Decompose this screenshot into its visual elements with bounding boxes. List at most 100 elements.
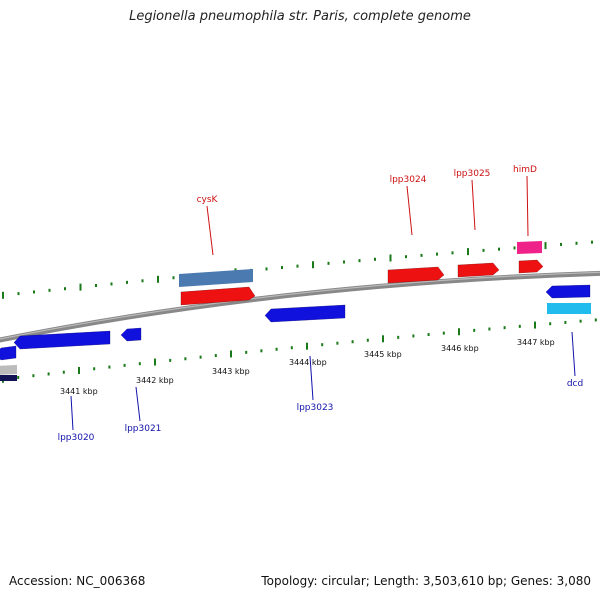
inner-tick [260,349,263,353]
gene-lpp3021 [120,327,142,342]
inner-tick [564,320,567,324]
inner-tick [594,318,597,322]
inner-tick [427,333,430,337]
outer-tick [498,247,500,251]
genome-backbone-highlight [0,271,600,340]
inner-tick [123,363,126,367]
scale-tick-label: 3444 kbp [289,358,327,367]
label-lpp3024[interactable]: lpp3024 [390,175,427,185]
label-lpp3025-leader [471,179,476,231]
inner-tick [488,327,491,331]
outer-tick [126,280,128,284]
gene-labels: cysK lpp3024 lpp3025 himD lpp3020 lpp3021 lpp3… [58,165,584,443]
gene-reverse-unnamed [547,303,591,314]
map-title: Legionella pneumophila str. Paris, compl… [129,9,471,24]
outer-tick [575,241,578,245]
outer-tick [451,251,454,255]
inner-tick [230,350,232,358]
inner-tick [503,326,506,330]
outer-tick [95,284,97,288]
label-lpp3021[interactable]: lpp3021 [125,424,162,434]
inner-tick [382,335,384,343]
inner-tick [93,367,96,371]
inner-tick [199,355,202,359]
gene-lpp3024 [387,266,445,284]
inner-tick [336,341,339,345]
outer-tick [513,246,516,250]
inner-tick [442,331,445,335]
scale-labels: 3441 kbp 3442 kbp 3443 kbp 3444 kbp 3445 kbp… [60,338,555,396]
gene-lpp3023 [264,304,346,323]
label-himD-leader [526,175,529,237]
label-cysK-leader [206,205,214,256]
label-lpp3020[interactable]: lpp3020 [58,433,95,443]
inner-tick [366,338,369,342]
outer-tick [141,279,144,283]
outer-tick [482,248,485,252]
label-lpp3025[interactable]: lpp3025 [454,169,491,179]
outer-tick [560,242,562,246]
gene-features [0,241,591,381]
inner-tick [473,328,476,332]
scale-tick-label: 3446 kbp [441,344,479,353]
inner-tick [62,370,65,374]
outer-tick [157,275,159,283]
scale-tick-label: 3445 kbp [364,350,402,359]
inner-tick [412,334,415,338]
inner-tick [32,374,35,378]
inner-tick [458,328,460,336]
gene-lpp3020 [13,330,111,350]
inner-tick [290,346,293,350]
outer-tick [172,276,175,280]
inner-tick [321,343,324,347]
outer-tick [48,288,51,292]
outer-tick [79,283,82,291]
label-lpp3021-leader [135,386,141,422]
inner-tick-track [2,318,597,383]
label-dcd-leader [571,331,576,377]
gene-himD [517,241,542,254]
outer-tick [374,257,376,261]
outer-tick [420,253,423,257]
inner-tick [579,319,582,323]
gene-dcd [545,284,591,299]
label-dcd[interactable]: dcd [567,379,583,389]
outer-tick [265,267,268,271]
inner-tick [275,347,278,351]
outer-tick [544,242,547,250]
outer-tick [312,261,314,269]
inner-tick [184,357,187,361]
inner-tick [549,322,552,326]
inner-tick [397,335,400,339]
outer-tick [358,259,361,263]
outer-tick [281,266,283,270]
scale-tick-label: 3441 kbp [60,387,98,396]
label-lpp3024-leader [406,185,413,236]
label-cysK[interactable]: cysK [197,195,219,205]
gene-forward-unnamed [180,286,256,306]
gene-cysK [179,269,253,287]
label-lpp3023-leader [309,355,314,401]
outer-tick [110,282,113,286]
gene-lpp3025 [457,262,500,278]
inner-tick [47,372,50,376]
outer-tick-track [2,240,593,299]
outer-tick [405,255,407,259]
inner-tick [78,366,80,374]
label-himD[interactable]: himD [513,165,537,175]
outer-tick [17,292,20,296]
label-lpp3023[interactable]: lpp3023 [297,403,334,413]
inner-tick [138,362,141,366]
accession-label: Accession: NC_006368 [9,574,146,588]
outer-tick [591,240,593,244]
inner-tick [154,358,156,366]
genome-summary: Topology: circular; Length: 3,503,610 bp… [261,574,591,588]
inner-tick [214,354,217,358]
outer-tick [33,290,35,294]
inner-tick [351,340,354,344]
gene-reverse-unnamed [0,345,17,361]
label-lpp3020-leader [70,395,74,431]
outer-tick [389,254,392,262]
gene-reverse-unnamed [0,375,17,381]
